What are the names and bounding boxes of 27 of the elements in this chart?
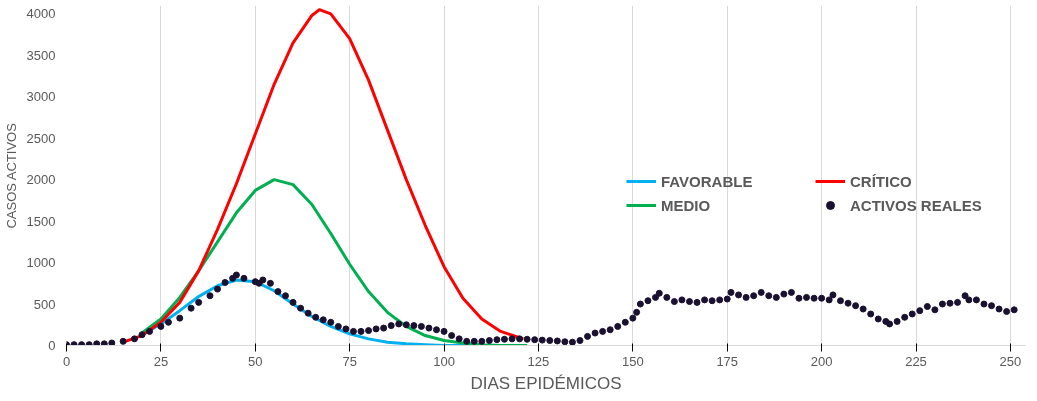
y-tick-label: 3500 [26,47,56,63]
y-tick-label: 0 [48,338,56,353]
y-tick-label: 2000 [26,172,56,188]
y-tick-label: 2500 [26,130,56,146]
y-tick-label: 3000 [26,89,56,105]
legend-label: FAVORABLE [661,172,754,190]
x-tick-label: 125 [527,353,550,369]
y-tick-label: 500 [33,296,56,312]
x-tick-label: 200 [810,353,833,369]
x-tick-label: 150 [621,353,644,369]
x-tick-label: 25 [153,353,169,369]
x-tick-label: 100 [433,353,455,369]
line-series [140,178,529,346]
x-tick-label: 75 [342,353,357,369]
x-tick-label: 250 [999,353,1022,369]
y-tick-label: 1000 [26,255,56,271]
x-tick-label: 225 [905,353,927,369]
x-axis-title: DIAS EPIDÉMICOS [470,373,622,393]
legend-label: MEDIO [661,196,712,214]
y-axis-title: CASOS ACTIVOS [3,122,19,229]
x-tick-label: 0 [62,353,71,369]
x-tick-label: 50 [248,353,263,369]
legend-label: CRÍTICO [850,172,913,190]
y-tick-label: 1500 [26,213,56,229]
legend-label: ACTIVOS REALES [850,196,983,214]
x-tick-label: 175 [716,353,739,369]
y-tick-label: 4000 [26,6,56,22]
